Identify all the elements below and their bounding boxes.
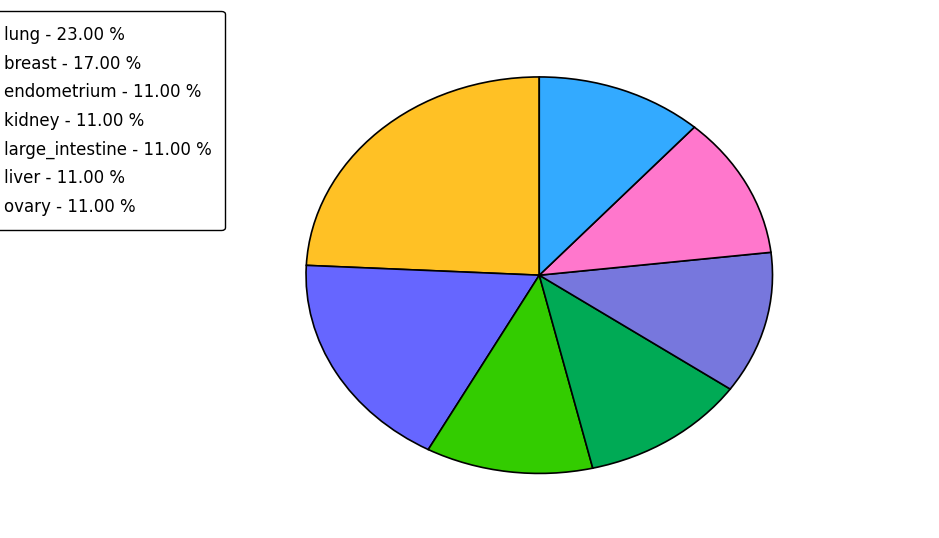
Wedge shape (428, 275, 593, 473)
Wedge shape (539, 127, 771, 275)
Wedge shape (539, 252, 773, 389)
Wedge shape (306, 77, 539, 275)
Legend: lung - 23.00 %, breast - 17.00 %, endometrium - 11.00 %, kidney - 11.00 %, large: lung - 23.00 %, breast - 17.00 %, endome… (0, 11, 224, 230)
Wedge shape (539, 275, 731, 468)
Wedge shape (306, 265, 539, 450)
Wedge shape (539, 77, 694, 275)
